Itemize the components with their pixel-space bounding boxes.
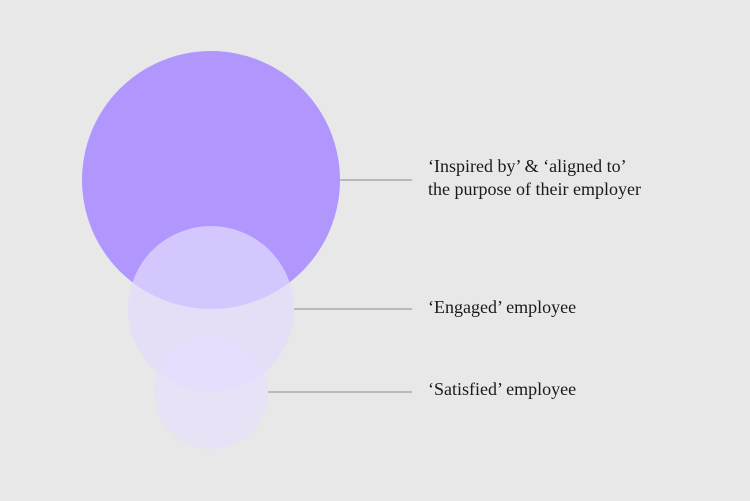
node-label: ‘Engaged’ employee (428, 297, 576, 317)
node-label: the purpose of their employer (428, 179, 641, 199)
satisfied-circle (154, 335, 268, 449)
node-label: ‘Inspired by’ & ‘aligned to’ (428, 156, 627, 176)
node-label: ‘Satisfied’ employee (428, 379, 576, 399)
inspired-circle (82, 51, 340, 309)
engaged-circle (128, 226, 294, 392)
